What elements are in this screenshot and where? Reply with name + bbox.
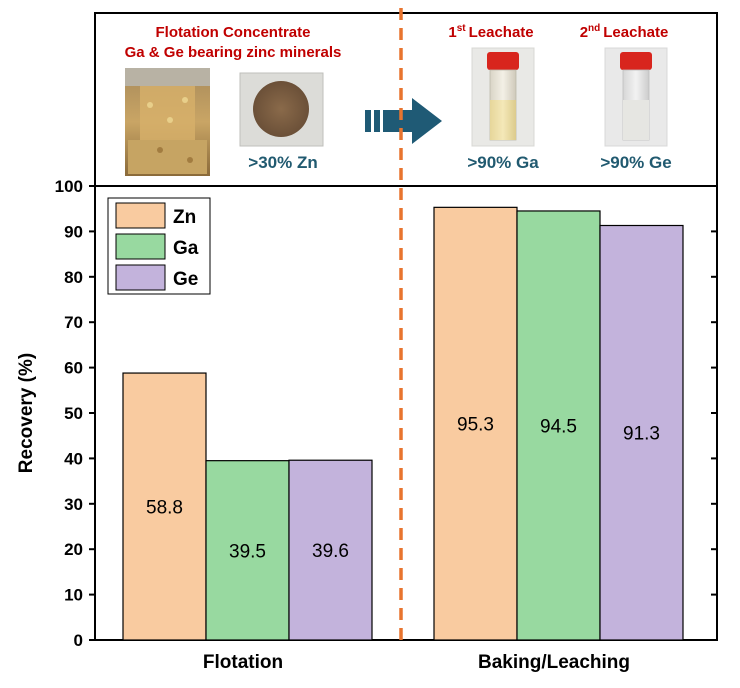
y-axis-label: Recovery (%) <box>16 353 37 473</box>
legend-label-zn: Zn <box>173 207 196 228</box>
bar-zn-baking-leaching <box>433 206 518 641</box>
legend-swatch-ga <box>115 233 166 260</box>
y-tick-label: 30 <box>64 495 83 514</box>
data-label-zn: 58.8 <box>146 498 183 519</box>
data-label-ga: 39.5 <box>229 541 266 562</box>
legend-label-ge: Ge <box>173 269 198 290</box>
data-label-ga: 94.5 <box>540 416 577 437</box>
data-label-ge: 91.3 <box>623 424 660 445</box>
y-tick-label: 70 <box>64 313 83 332</box>
leachate-2-tube-icon <box>604 47 668 147</box>
y-tick-label: 100 <box>55 177 83 196</box>
bar-zn-flotation <box>122 372 207 641</box>
legend-swatch-zn <box>115 202 166 229</box>
y-tick-label: 80 <box>64 268 83 287</box>
y-tick-label: 50 <box>64 404 83 423</box>
y-tick-label: 0 <box>74 631 83 650</box>
y-tick-label: 40 <box>64 449 83 468</box>
x-category-label: Baking/Leaching <box>478 652 630 673</box>
leachate-2-title: 2nd Leachate <box>580 23 669 41</box>
data-label-zn: 95.3 <box>457 415 494 436</box>
bar-ga-flotation <box>205 460 290 641</box>
legend-label-ga: Ga <box>173 238 199 259</box>
leachate-1-tube-icon <box>471 47 535 147</box>
y-axis-ticks: 0 10 20 30 40 50 60 70 80 90 100 <box>55 177 717 650</box>
data-label-ge: 39.6 <box>312 541 349 562</box>
legend-swatch-ge <box>115 264 166 291</box>
process-arrow-icon <box>365 98 442 144</box>
y-tick-label: 10 <box>64 586 83 605</box>
legend: Zn Ga Ge <box>107 197 211 295</box>
bar-ge-baking-leaching <box>599 224 684 641</box>
zinc-grade-caption: >30% Zn <box>248 153 317 172</box>
bar-ge-flotation <box>288 459 373 641</box>
x-axis-categories: Flotation Baking/Leaching <box>203 652 630 673</box>
flotation-cell-photo <box>125 68 210 176</box>
concentrate-sample-photo <box>239 72 324 147</box>
x-category-label: Flotation <box>203 652 283 673</box>
leachate-1-title: 1st Leachate <box>448 23 533 41</box>
y-tick-label: 20 <box>64 540 83 559</box>
ge-recovery-caption: >90% Ge <box>600 153 671 172</box>
y-tick-label: 60 <box>64 359 83 378</box>
ga-recovery-caption: >90% Ga <box>467 153 539 172</box>
header-title-line1: Flotation Concentrate <box>155 24 310 41</box>
y-tick-label: 90 <box>64 222 83 241</box>
bars: 58.8 95.3 39.5 94.5 39.6 91.3 <box>122 206 684 641</box>
bar-ga-baking-leaching <box>516 210 601 641</box>
header-title-line2: Ga & Ge bearing zinc minerals <box>125 44 342 61</box>
